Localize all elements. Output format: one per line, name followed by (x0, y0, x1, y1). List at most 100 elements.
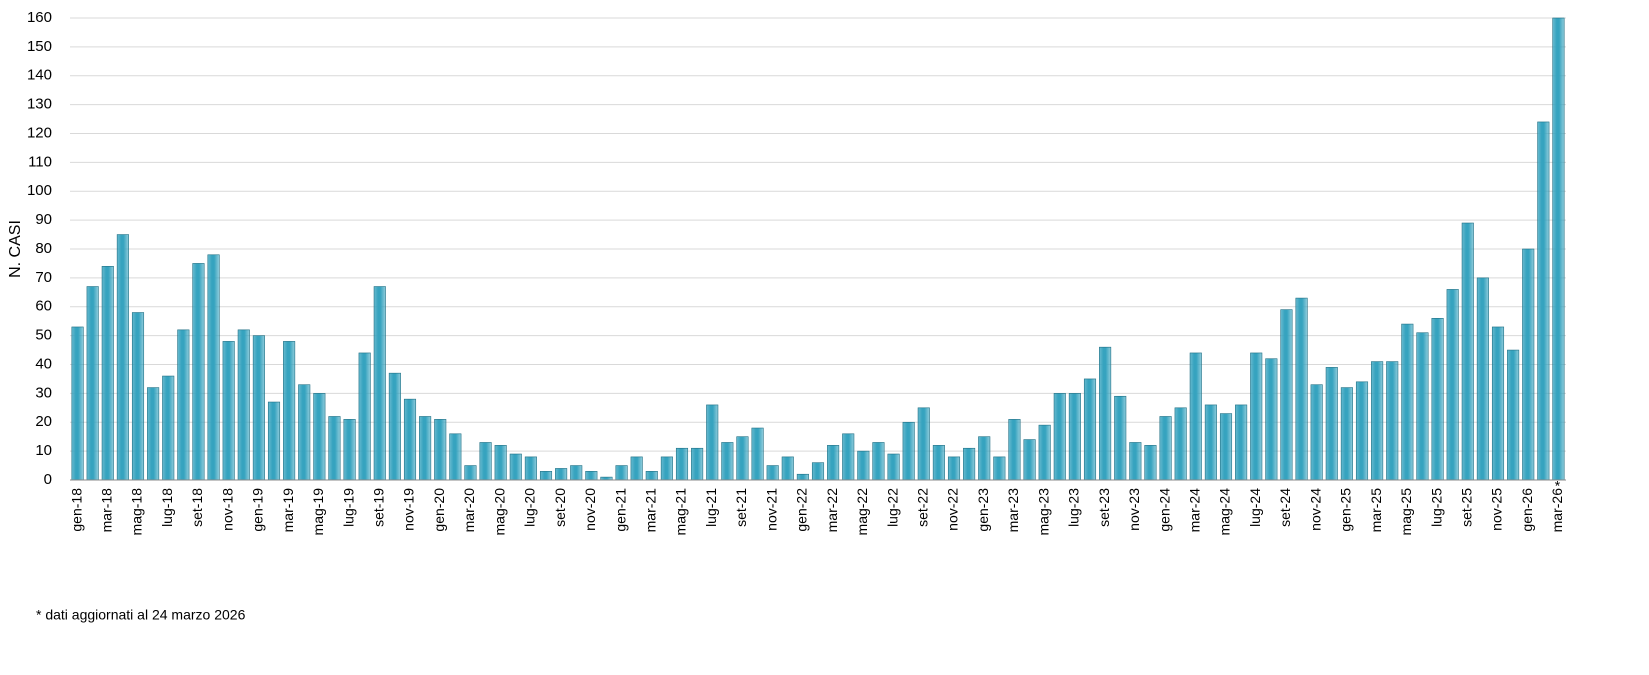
bar (963, 447, 976, 481)
bar (434, 419, 447, 481)
x-tick-label: set-24 (1277, 488, 1293, 527)
y-tick-label: 10 (35, 442, 52, 459)
bar (1431, 317, 1444, 481)
bar (464, 465, 477, 481)
bar (781, 456, 794, 481)
x-tick-label: mar-26 (1549, 488, 1565, 533)
y-tick-label: 130 (27, 96, 52, 113)
bar (1159, 416, 1172, 481)
x-tick-label: mag-24 (1217, 488, 1233, 536)
x-tick-label: lug-19 (340, 488, 356, 527)
bar (827, 445, 840, 481)
bar (1144, 445, 1157, 481)
x-tick-label: set-25 (1458, 488, 1474, 527)
bar (328, 416, 341, 481)
x-tick-label: gen-21 (612, 488, 628, 532)
x-tick-label: gen-19 (250, 488, 266, 532)
x-tick-label: nov-19 (401, 488, 417, 531)
bar (1204, 404, 1217, 481)
bar (555, 468, 568, 481)
bar (86, 286, 99, 481)
bar (1340, 387, 1353, 481)
x-tick-label: set-18 (189, 488, 205, 527)
y-tick-label: 80 (35, 240, 52, 257)
x-tick-label: gen-22 (794, 488, 810, 532)
x-tick-label: mag-21 (673, 488, 689, 536)
y-tick-label: 30 (35, 384, 52, 401)
x-tick-label: set-22 (914, 488, 930, 527)
x-tick-label: set-21 (733, 488, 749, 527)
bar (358, 352, 371, 481)
x-tick-label: gen-23 (975, 488, 991, 532)
bar (494, 445, 507, 481)
bar (1522, 248, 1535, 481)
bar (766, 465, 779, 481)
bar (1038, 424, 1051, 481)
bar (222, 341, 235, 481)
bar (313, 393, 326, 481)
y-tick-label: 90 (35, 211, 52, 228)
bar (615, 465, 628, 481)
bar (419, 416, 432, 481)
bar (932, 445, 945, 481)
bar (71, 326, 84, 481)
x-tick-label: set-19 (370, 488, 386, 527)
bar (1461, 222, 1474, 481)
bar (857, 450, 870, 481)
x-tick-label: mar-25 (1368, 488, 1384, 533)
bar (101, 266, 114, 481)
x-tick-label: gen-20 (431, 488, 447, 532)
bar (298, 384, 311, 481)
bar (630, 456, 643, 481)
bar (116, 234, 129, 481)
bar (267, 401, 281, 481)
bar (449, 433, 462, 481)
bar (479, 442, 492, 481)
bar (539, 471, 553, 481)
bar (403, 398, 417, 481)
x-tick-label: nov-18 (219, 488, 235, 531)
x-tick-label: mar-18 (98, 488, 114, 533)
y-tick-label: 150 (27, 38, 52, 55)
bar (1310, 384, 1323, 481)
bar (252, 335, 265, 481)
x-tick-label: nov-23 (1126, 488, 1142, 531)
x-tick-label: mag-22 (854, 488, 870, 536)
bar (645, 471, 658, 481)
x-tick-label: mar-22 (824, 488, 840, 533)
bar (207, 254, 220, 481)
x-tick-label: mag-19 (310, 488, 326, 536)
y-tick-label: 40 (35, 355, 52, 372)
bar (1401, 323, 1414, 481)
bar (842, 433, 855, 481)
bar (660, 456, 673, 481)
y-tick-label: 60 (35, 298, 52, 315)
bar (1476, 277, 1489, 481)
x-tick-label: lug-22 (884, 488, 900, 527)
bar (1189, 352, 1202, 481)
x-tick-label: set-23 (1096, 488, 1112, 527)
y-tick-label: 110 (28, 153, 52, 170)
bar (1416, 332, 1429, 481)
bar (706, 404, 719, 481)
bar (796, 473, 809, 481)
bar (947, 456, 961, 481)
y-tick-label: 160 (27, 9, 52, 26)
x-tick-label: mag-18 (129, 488, 145, 536)
bar (1446, 289, 1459, 481)
bar (388, 372, 401, 481)
bar (162, 375, 175, 481)
bar (1265, 358, 1278, 481)
x-tick-label: gen-25 (1338, 488, 1354, 532)
bar (570, 465, 583, 481)
x-tick-label: nov-21 (763, 488, 779, 531)
bar (177, 329, 190, 481)
x-tick-label: mag-20 (491, 488, 507, 536)
bar (1023, 439, 1036, 481)
x-tick-label: set-20 (552, 488, 568, 527)
bar (751, 427, 764, 481)
bar (993, 456, 1006, 481)
bar (585, 471, 598, 481)
bar (343, 419, 356, 481)
